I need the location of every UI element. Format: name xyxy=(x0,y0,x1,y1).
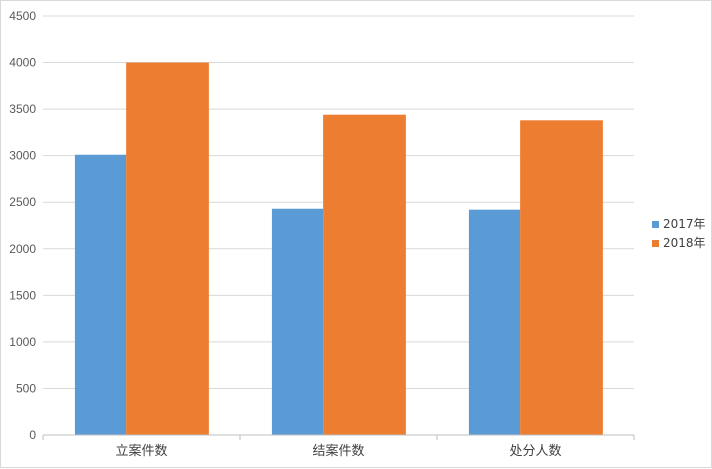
y-tick-label: 2500 xyxy=(9,195,36,209)
y-tick-label: 500 xyxy=(16,381,36,395)
bar-series2 xyxy=(323,114,406,435)
y-tick-label: 3500 xyxy=(9,102,36,116)
y-tick-label: 3000 xyxy=(9,149,36,163)
y-tick-label: 4000 xyxy=(9,56,36,70)
x-category-label: 立案件数 xyxy=(115,444,167,459)
y-tick-label: 1500 xyxy=(9,288,36,302)
bar-series2 xyxy=(520,120,603,435)
x-category-label: 处分人数 xyxy=(509,444,561,459)
legend: 2017年 2018年 xyxy=(652,217,706,250)
bar-series1 xyxy=(468,209,521,435)
bar-series1 xyxy=(271,208,324,435)
y-axis-tick-labels: 0 500 1000 1500 2000 2500 3000 3500 4000 4500 xyxy=(9,9,36,442)
x-axis: 立案件数 结案件数 处分人数 xyxy=(42,434,635,459)
bar-series2 xyxy=(126,62,209,436)
bar-series1 xyxy=(74,154,127,436)
legend-label: 2018年 xyxy=(663,236,706,250)
bars xyxy=(74,62,603,436)
legend-swatch xyxy=(652,221,659,228)
legend-label: 2017年 xyxy=(663,217,706,231)
y-tick-label: 0 xyxy=(29,428,36,442)
y-tick-label: 2000 xyxy=(9,242,36,256)
x-category-label: 结案件数 xyxy=(312,444,364,459)
legend-swatch xyxy=(652,240,659,247)
y-tick-label: 4500 xyxy=(9,9,36,23)
y-tick-label: 1000 xyxy=(9,335,36,349)
